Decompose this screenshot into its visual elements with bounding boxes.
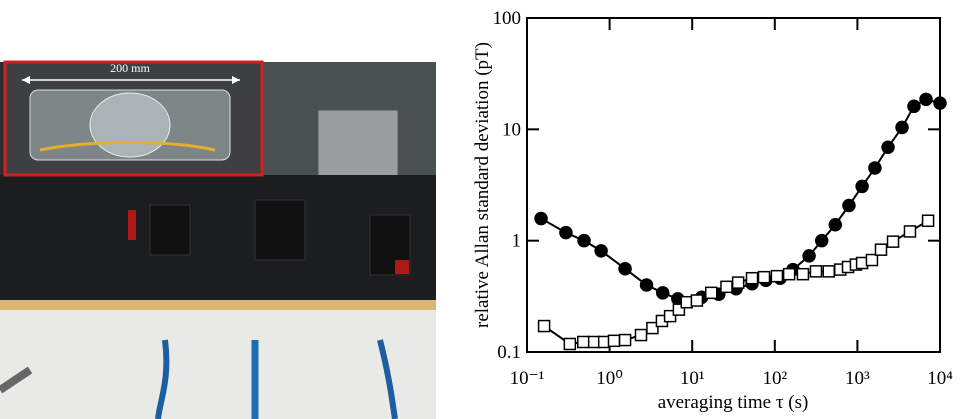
marker	[865, 253, 879, 267]
marker	[639, 278, 654, 292]
marker	[537, 319, 551, 333]
marker	[895, 120, 909, 135]
marker	[881, 140, 895, 155]
marker	[563, 337, 577, 351]
marker	[534, 211, 548, 226]
marker	[663, 309, 677, 323]
x-tick-label: 10¹	[680, 368, 705, 389]
y-tick-label: 1	[512, 231, 522, 252]
marker	[842, 198, 856, 213]
photo: 200 mm	[0, 60, 436, 419]
inset-label: 200 mm	[110, 61, 150, 75]
marker	[672, 303, 686, 316]
marker	[770, 269, 784, 283]
x-tick-label: 10⁴	[927, 368, 953, 389]
marker	[680, 295, 694, 309]
mount	[254, 199, 306, 261]
marker	[933, 96, 947, 110]
marker	[720, 280, 733, 294]
knob	[128, 210, 136, 240]
series-line	[540, 98, 941, 300]
marker	[814, 233, 829, 248]
y-tick-label: 10	[502, 119, 521, 140]
x-tick-label: 10³	[845, 368, 870, 389]
panel-strip	[0, 300, 436, 310]
marker	[886, 235, 900, 248]
marker	[646, 321, 659, 335]
marker	[577, 233, 591, 248]
marker	[822, 265, 836, 278]
cell-sphere	[89, 92, 171, 158]
marker	[907, 99, 921, 114]
marker	[874, 243, 888, 256]
marker	[690, 294, 704, 307]
mount	[149, 204, 191, 256]
cable	[377, 339, 398, 419]
marker	[655, 286, 670, 300]
marker	[607, 334, 621, 348]
marker	[782, 267, 796, 281]
optical-table	[0, 175, 436, 300]
marker	[809, 265, 823, 278]
marker	[731, 276, 745, 289]
marker	[704, 286, 718, 300]
marker	[796, 267, 810, 281]
marker	[903, 225, 917, 238]
cable	[0, 366, 33, 394]
marker	[802, 249, 816, 263]
knob	[395, 260, 409, 274]
x-axis-label: averaging time τ (s)	[658, 392, 809, 413]
marker	[855, 179, 869, 194]
y-axis-label: relative Allan standard deviation (pT)	[472, 42, 493, 328]
fiber	[39, 141, 216, 152]
marker	[921, 214, 935, 227]
marker	[594, 244, 608, 258]
marker	[559, 225, 573, 240]
cable	[155, 339, 170, 419]
marker	[745, 271, 759, 285]
marker	[577, 335, 590, 349]
plot-frame	[526, 17, 941, 353]
marker	[618, 333, 632, 347]
y-tick-label: 0.1	[497, 342, 521, 363]
x-tick-label: 10⁰	[596, 368, 623, 389]
x-tick-label: 10²	[762, 368, 787, 389]
marker	[634, 328, 648, 342]
marker	[868, 161, 882, 175]
marker	[828, 217, 843, 232]
marker	[618, 261, 632, 276]
electronics-panel	[0, 300, 436, 419]
marker	[757, 270, 771, 284]
marker	[919, 92, 933, 107]
y-tick-label: 100	[493, 8, 522, 29]
x-tick-label: 10⁻¹	[510, 368, 545, 389]
